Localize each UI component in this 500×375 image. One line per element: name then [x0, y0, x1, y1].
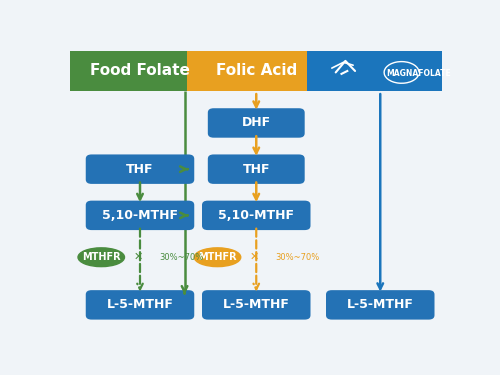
Text: ✕: ✕: [250, 252, 259, 262]
FancyBboxPatch shape: [86, 201, 194, 230]
Ellipse shape: [78, 248, 124, 267]
Text: 30%~70%: 30%~70%: [276, 253, 320, 262]
Text: 5,10-MTHF: 5,10-MTHF: [102, 209, 178, 222]
Text: DHF: DHF: [242, 117, 271, 129]
FancyBboxPatch shape: [306, 51, 442, 91]
FancyBboxPatch shape: [86, 290, 194, 320]
Text: ✕: ✕: [134, 252, 143, 262]
FancyBboxPatch shape: [326, 290, 434, 320]
Ellipse shape: [194, 248, 241, 267]
Text: MAGNAFOLATE: MAGNAFOLATE: [386, 69, 451, 78]
Text: MTHFR: MTHFR: [198, 252, 237, 262]
Text: 5,10-MTHF: 5,10-MTHF: [218, 209, 294, 222]
Text: Food Folate: Food Folate: [90, 63, 190, 78]
Text: MTHFR: MTHFR: [82, 252, 120, 262]
Text: L-5-MTHF: L-5-MTHF: [223, 298, 290, 311]
FancyBboxPatch shape: [202, 290, 310, 320]
FancyBboxPatch shape: [202, 201, 310, 230]
FancyBboxPatch shape: [208, 108, 304, 138]
Text: THF: THF: [126, 163, 154, 176]
Text: THF: THF: [242, 163, 270, 176]
Text: Folic Acid: Folic Acid: [216, 63, 297, 78]
Text: 30%~70%: 30%~70%: [160, 253, 204, 262]
FancyBboxPatch shape: [208, 154, 304, 184]
Text: L-5-MTHF: L-5-MTHF: [347, 298, 414, 311]
Text: L-5-MTHF: L-5-MTHF: [106, 298, 174, 311]
FancyBboxPatch shape: [86, 154, 194, 184]
FancyBboxPatch shape: [70, 51, 186, 91]
FancyBboxPatch shape: [186, 51, 306, 91]
